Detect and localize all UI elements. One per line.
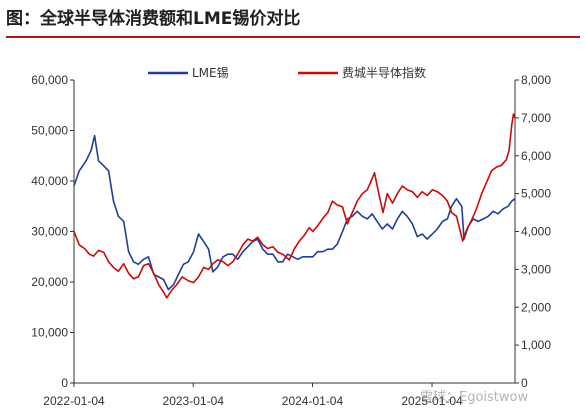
x-tick-label: 2024-01-04	[282, 394, 344, 408]
title-divider	[6, 36, 580, 38]
x-tick-label: 2022-01-04	[43, 394, 105, 408]
left-y-tick-label: 30,000	[31, 225, 68, 239]
right-y-tick-label: 8,000	[521, 73, 551, 87]
left-y-tick-label: 0	[61, 376, 68, 390]
left-y-tick-label: 40,000	[31, 174, 68, 188]
x-tick-label: 2023-01-04	[163, 394, 225, 408]
right-y-tick-label: 4,000	[521, 225, 551, 239]
right-y-tick-label: 2,000	[521, 300, 551, 314]
legend-label: LME锡	[192, 65, 229, 80]
legend-label: 费城半导体指数	[342, 65, 426, 80]
right-y-tick-label: 3,000	[521, 262, 551, 276]
x-tick-label: 2025-01-04	[401, 394, 463, 408]
watermark: 雪球：Egoistwow	[420, 390, 529, 405]
right-y-tick-label: 0	[521, 376, 528, 390]
left-y-tick-label: 20,000	[31, 275, 68, 289]
right-y-tick-label: 6,000	[521, 149, 551, 163]
left-y-tick-label: 50,000	[31, 124, 68, 138]
right-y-tick-label: 7,000	[521, 111, 551, 125]
right-y-tick-label: 1,000	[521, 338, 551, 352]
chart-title: 图：全球半导体消费额和LME锡价对比	[6, 9, 301, 29]
left-y-tick-label: 10,000	[31, 326, 68, 340]
series-line-lme-tin	[73, 134, 516, 291]
right-y-tick-label: 5,000	[521, 187, 551, 201]
series-line-sox-index	[73, 113, 516, 299]
left-y-tick-label: 60,000	[31, 73, 68, 87]
